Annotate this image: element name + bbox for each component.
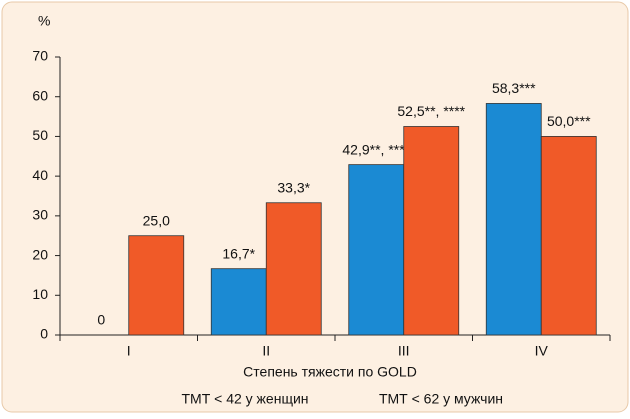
bar <box>540 136 597 336</box>
y-tick-label: 30 <box>32 207 48 223</box>
x-tick-label: I <box>127 343 131 359</box>
bar <box>128 235 185 336</box>
x-tick-label: II <box>262 343 270 359</box>
y-tick-label: 10 <box>32 286 48 302</box>
x-axis-label: Степень тяжести по GOLD <box>243 364 417 380</box>
y-tick-label: 60 <box>32 87 48 103</box>
y-tick-label: 70 <box>32 48 48 64</box>
value-label: 50,0*** <box>547 113 591 129</box>
y-axis-label: % <box>38 13 50 29</box>
y-tick-label: 50 <box>32 127 48 143</box>
legend-entry: ТМТ < 62 у мужчин <box>379 391 503 407</box>
value-label: 16,7* <box>222 245 255 261</box>
bar <box>348 164 405 336</box>
x-tick-label: III <box>398 343 410 359</box>
y-tick-label: 20 <box>32 246 48 262</box>
y-tick-label: 40 <box>32 167 48 183</box>
bar <box>210 268 267 336</box>
value-label: 33,3* <box>277 179 310 195</box>
legend-entry: ТМТ < 42 у женщин <box>181 391 308 407</box>
value-label: 58,3*** <box>492 80 536 96</box>
bar <box>265 202 322 336</box>
bar <box>485 103 542 336</box>
value-label: 42,9**, **** <box>342 141 410 157</box>
bar <box>403 126 460 336</box>
value-label: 25,0 <box>143 212 170 228</box>
x-tick-label: IV <box>535 343 549 359</box>
value-label: 52,5**, **** <box>397 103 465 119</box>
y-tick-label: 0 <box>40 326 48 342</box>
value-label: 0 <box>97 312 105 328</box>
